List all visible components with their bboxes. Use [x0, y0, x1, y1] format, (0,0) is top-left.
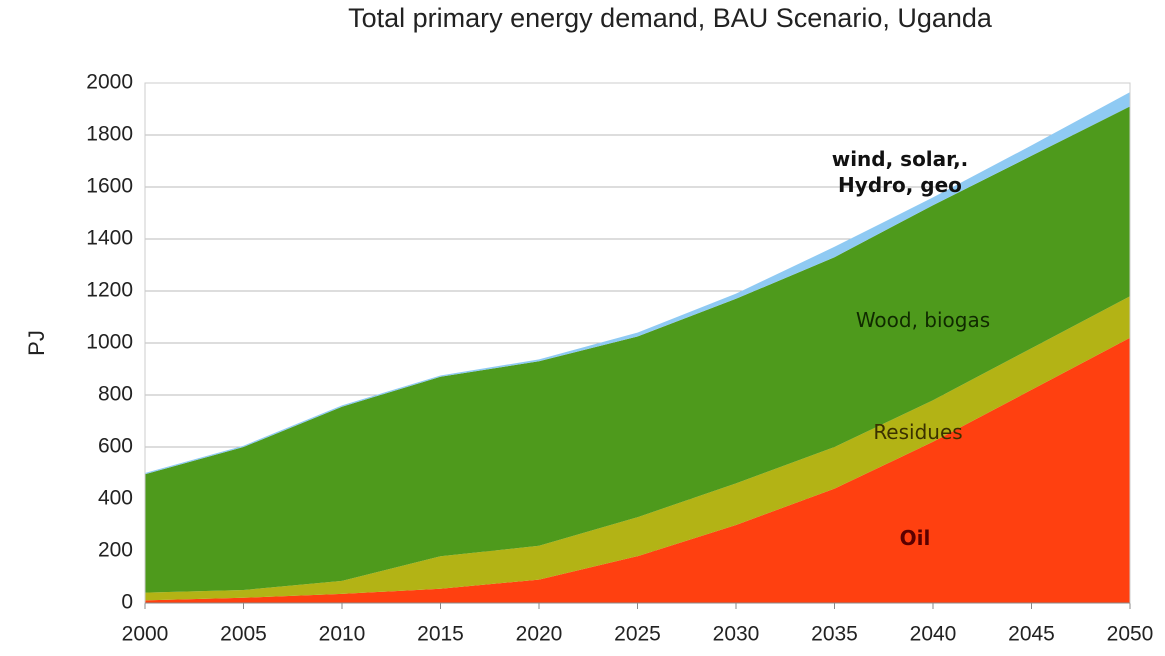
series-label: wind, solar,. Hydro, geo — [831, 147, 969, 197]
series-label: Residues — [873, 420, 963, 444]
x-tick-label: 2000 — [122, 623, 169, 646]
x-tick-label: 2015 — [417, 623, 464, 646]
chart-title: Total primary energy demand, BAU Scenari… — [348, 3, 993, 33]
x-tick-label: 2050 — [1107, 623, 1154, 646]
x-tick-label: 2010 — [319, 623, 366, 646]
y-axis-label: PJ — [24, 330, 49, 356]
areas — [145, 92, 1130, 603]
y-tick-label: 0 — [121, 591, 133, 614]
x-tick-label: 2045 — [1008, 623, 1055, 646]
y-tick-label: 1200 — [86, 279, 133, 302]
y-tick-label: 2000 — [86, 71, 133, 94]
series-label: Wood, biogas — [855, 308, 991, 332]
y-tick-label: 1800 — [86, 123, 133, 146]
y-tick-label: 800 — [98, 383, 133, 406]
x-tick-label: 2025 — [614, 623, 661, 646]
area — [145, 337, 1130, 603]
y-tick-label: 400 — [98, 487, 133, 510]
area — [145, 296, 1130, 601]
series-label: Oil — [899, 526, 931, 550]
y-tick-label: 200 — [98, 539, 133, 562]
y-tick-label: 1400 — [86, 227, 133, 250]
x-tick-label: 2020 — [516, 623, 563, 646]
x-tick-label: 2005 — [220, 623, 267, 646]
y-tick-label: 1000 — [86, 331, 133, 354]
y-tick-label: 1600 — [86, 175, 133, 198]
x-tick-label: 2040 — [910, 623, 957, 646]
y-tick-label: 600 — [98, 435, 133, 458]
x-tick-label: 2035 — [811, 623, 858, 646]
area — [145, 106, 1130, 593]
x-tick-label: 2030 — [713, 623, 760, 646]
